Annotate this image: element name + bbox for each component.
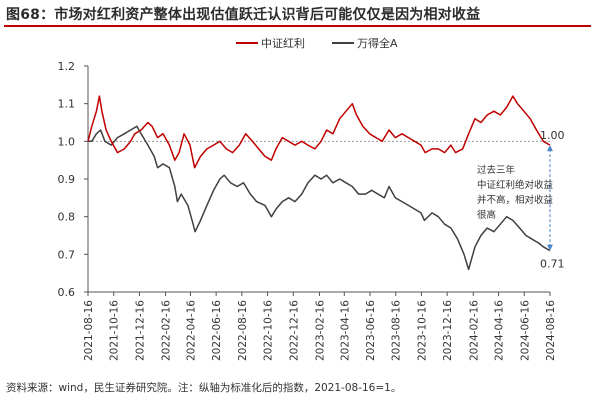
y-tick-label: 1.1 <box>58 98 76 111</box>
series-line <box>88 125 551 271</box>
x-tick-label: 2021-12-16 <box>134 300 146 361</box>
x-tick-label: 2022-08-16 <box>237 300 249 361</box>
x-tick-label: 2021-08-16 <box>83 300 95 361</box>
y-axis: 0.6 0.7 0.8 0.9 1.0 1.1 1.2 <box>58 60 89 299</box>
y-tick-label: 1.0 <box>58 135 76 148</box>
x-tick-label: 2024-02-16 <box>468 300 480 361</box>
series-lines <box>87 95 551 271</box>
x-tick-label: 2022-02-16 <box>161 300 173 361</box>
legend-label: 万得全A <box>357 36 398 50</box>
y-tick-label: 0.9 <box>58 173 76 186</box>
x-tick-label: 2024-06-16 <box>519 300 531 361</box>
x-tick-label: 2022-10-16 <box>263 300 275 361</box>
x-tick-label: 2023-08-16 <box>391 300 403 361</box>
x-tick-label: 2023-12-16 <box>442 300 454 361</box>
note-line: 中证红利绝对收益 <box>477 179 554 191</box>
x-tick-label: 2022-04-16 <box>185 300 197 361</box>
x-axis: 2021-08-16 2021-10-16 2021-12-16 2022-02-16… <box>83 291 557 361</box>
y-tick-label: 0.7 <box>58 248 76 261</box>
arrow-head-top <box>547 145 553 152</box>
x-tick-label: 2022-12-16 <box>288 300 300 361</box>
end-label-bottom: 0.71 <box>540 258 565 271</box>
note-line: 很高 <box>477 209 496 221</box>
arrow-head-bottom <box>547 244 553 251</box>
x-tick-label: 2024-08-16 <box>545 300 557 361</box>
legend-label: 中证红利 <box>261 37 305 50</box>
x-tick-label: 2021-10-16 <box>109 300 121 361</box>
x-tick-label: 2022-06-16 <box>211 300 223 361</box>
x-tick-label: 2024-04-16 <box>494 300 506 361</box>
x-tick-label: 2023-10-16 <box>416 300 428 361</box>
title-rule <box>4 25 591 27</box>
chart-legend: 中证红利 万得全A <box>236 36 398 50</box>
series-line <box>87 95 551 169</box>
figure-title: 图68：市场对红利资产整体出现估值跃迁认识背后可能仅仅是因为相对收益 <box>6 7 481 23</box>
y-tick-label: 0.6 <box>58 286 76 299</box>
note-line: 并不高，相对收益 <box>477 194 554 206</box>
x-tick-label: 2023-02-16 <box>314 300 326 361</box>
y-tick-label: 0.8 <box>58 211 76 224</box>
x-tick-label: 2023-06-16 <box>365 300 377 361</box>
source-note: 资料来源：wind，民生证券研究院。注：纵轴为标准化后的指数，2021-08-1… <box>6 382 402 394</box>
end-label-top: 1.00 <box>540 129 565 142</box>
note-line: 过去三年 <box>477 164 516 176</box>
x-tick-label: 2023-04-16 <box>339 300 351 361</box>
y-tick-label: 1.2 <box>58 60 76 73</box>
